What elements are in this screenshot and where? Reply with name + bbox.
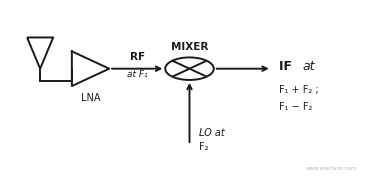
Text: F₁ + F₂ ;: F₁ + F₂ ; <box>279 84 319 95</box>
Text: F₁ − F₂: F₁ − F₂ <box>279 102 313 112</box>
Text: MIXER: MIXER <box>171 42 208 52</box>
Text: IF: IF <box>279 61 296 73</box>
Text: LO at: LO at <box>199 128 225 138</box>
Text: at F₁: at F₁ <box>127 70 147 79</box>
Text: www.elecfans.com: www.elecfans.com <box>306 166 357 171</box>
Text: F₂: F₂ <box>199 142 208 152</box>
Text: LNA: LNA <box>81 93 100 103</box>
Text: at: at <box>302 61 315 73</box>
Text: RF: RF <box>130 52 145 62</box>
